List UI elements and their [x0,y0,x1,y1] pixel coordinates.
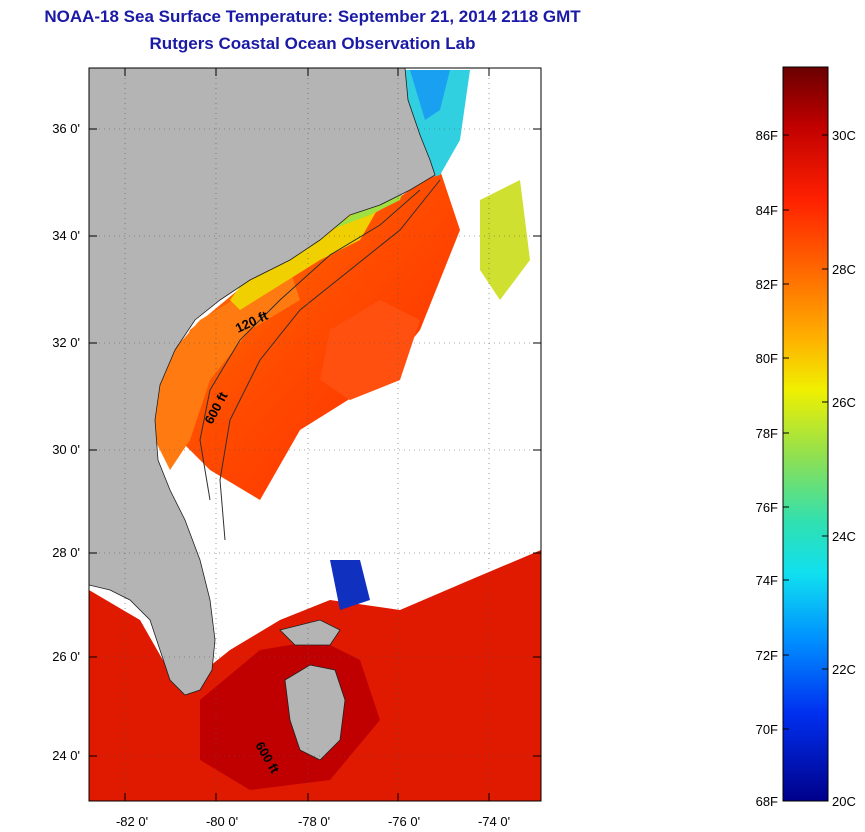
colorbar-f-78: 78F [756,426,778,441]
sst-nearshore-band [150,270,300,470]
colorbar-c-30: 30C [832,128,856,143]
colorbar-c-28: 28C [832,262,856,277]
contour-120ft [199,189,421,501]
lat-label-28: 28 0' [52,545,80,560]
lat-label-30: 30 0' [52,442,80,457]
colorbar-ticks [783,134,828,730]
lat-label-26: 26 0' [52,649,80,664]
sst-shelf-yellow [230,205,380,310]
colorbar-f-76: 76F [756,500,778,515]
colorbar [782,66,829,802]
colorbar-c-26: 26C [832,395,856,410]
colorbar-f-72: 72F [756,648,778,663]
colorbar-f-70: 70F [756,722,778,737]
ticks [89,68,541,801]
lon-label-80: -80 0' [206,814,238,829]
sst-cold-water-core [410,70,450,120]
map-subtitle: Rutgers Coastal Ocean Observation Lab [149,34,476,53]
lat-label-24: 24 0' [52,748,80,763]
lon-label-76: -76 0' [388,814,420,829]
colorbar-c-20: 20C [832,794,856,809]
lon-label-74: -74 0' [478,814,510,829]
land-island [279,619,341,646]
colorbar-f-86: 86F [756,128,778,143]
sst-patch-blue [330,560,370,610]
colorbar-f-68: 68F [756,794,778,809]
lat-label-36: 36 0' [52,121,80,136]
map-border [88,67,542,802]
sst-shelf-green [330,170,410,230]
colorbar-f-80: 80F [756,351,778,366]
land-us-coast [89,68,436,696]
sst-warm-band [160,170,460,500]
colorbar-f-82: 82F [756,277,778,292]
land-bahamas [284,664,346,761]
colorbar-c-24: 24C [832,529,856,544]
lon-label-78: -78 0' [298,814,330,829]
contour-600ft [219,179,441,541]
map-title: NOAA-18 Sea Surface Temperature: Septemb… [44,7,581,26]
lat-label-34: 34 0' [52,228,80,243]
sst-patch-yellow [480,180,530,300]
lat-label-32: 32 0' [52,335,80,350]
colorbar-f-84: 84F [756,203,778,218]
colorbar-f-74: 74F [756,573,778,588]
lon-label-82: -82 0' [116,814,148,829]
sst-patch [320,300,420,400]
graticule [89,68,541,801]
colorbar-c-22: 22C [832,662,856,677]
